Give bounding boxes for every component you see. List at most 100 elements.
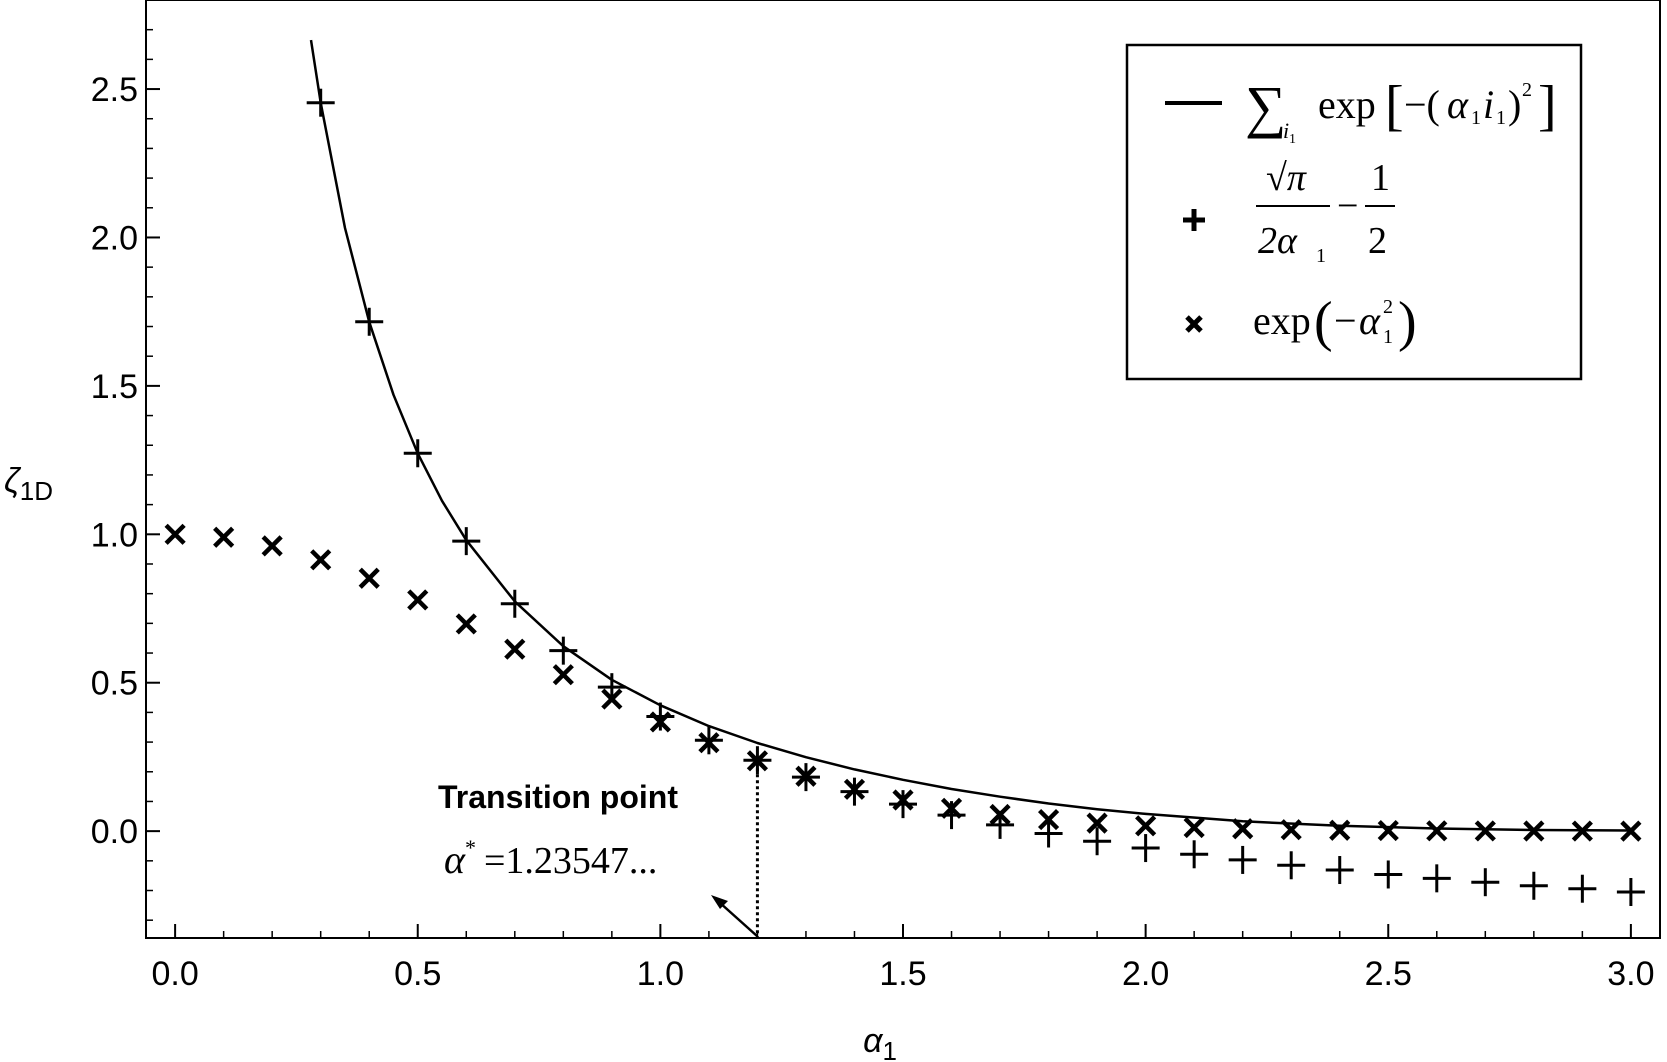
x-axis-ticks: 0.0 0.5 1.0 1.5 2.0 2.5 3.0 — [151, 924, 1655, 993]
plus-point — [1616, 877, 1645, 906]
sum-curve — [309, 39, 1631, 832]
svg-text:(: ( — [1314, 291, 1333, 353]
plus-point — [403, 439, 432, 468]
cross-point — [1523, 820, 1545, 842]
cross-point — [552, 664, 574, 686]
plus-point — [1422, 864, 1451, 893]
x-tick-label: 0.0 — [151, 955, 198, 993]
plus-point — [1568, 874, 1597, 903]
cross-point — [1183, 816, 1205, 839]
legend: ∑ i 1 exp [ −( α 1 i 1 ) 2 ] √π 2α 1 − 1… — [1125, 43, 1583, 381]
x-tick-label: 1.0 — [637, 955, 684, 993]
legend-entry-exp: exp ( − α 1 2 ) — [1253, 291, 1417, 353]
cross-point — [358, 567, 380, 589]
cross-point — [504, 638, 526, 660]
plus-point — [937, 801, 966, 830]
x-tick-label: 3.0 — [1607, 955, 1654, 993]
cross-point — [1571, 820, 1593, 842]
plus-point — [1374, 860, 1403, 889]
plus-point — [1083, 827, 1112, 856]
plus-point — [646, 702, 675, 731]
plus-point — [500, 589, 529, 618]
legend-cross-mark — [1185, 315, 1203, 333]
y-tick-label: 2.5 — [91, 71, 138, 109]
cross-point — [1620, 820, 1642, 842]
plus-point — [355, 307, 384, 336]
svg-text:1: 1 — [1316, 245, 1326, 267]
svg-text:√π: √π — [1266, 157, 1307, 199]
plus-point — [1180, 840, 1209, 869]
svg-text:−: − — [1337, 185, 1358, 227]
svg-text:∑: ∑ — [1245, 74, 1286, 139]
cross-point — [1232, 818, 1254, 840]
plus-point — [597, 673, 626, 702]
cross-point — [407, 589, 429, 611]
svg-text:1: 1 — [1383, 326, 1393, 348]
cross-point — [310, 549, 332, 571]
y-tick-label: 2.0 — [91, 219, 138, 257]
y-axis-ticks: 0.0 0.5 1.0 1.5 2.0 2.5 — [91, 28, 160, 921]
svg-text:1: 1 — [1471, 107, 1481, 129]
svg-text:1: 1 — [1496, 107, 1506, 129]
cross-point — [1086, 812, 1108, 834]
alpha-star-value: α* =1.23547... — [444, 835, 657, 882]
sum-series — [309, 39, 1631, 832]
svg-text:2α: 2α — [1258, 220, 1298, 262]
cross-point — [1329, 819, 1351, 841]
svg-text:[: [ — [1385, 75, 1404, 137]
cross-point — [1135, 815, 1157, 837]
legend-entry-asymptotic: √π 2α 1 − 1 2 — [1256, 157, 1395, 267]
svg-text:i: i — [1283, 118, 1289, 143]
svg-text:α: α — [1447, 82, 1469, 127]
cross-point — [1280, 819, 1302, 841]
legend-plus-symbol — [1183, 209, 1205, 231]
plus-point — [986, 810, 1015, 839]
plus-point — [1519, 871, 1548, 900]
svg-text:exp: exp — [1253, 298, 1311, 343]
svg-text:): ) — [1398, 291, 1417, 353]
y-tick-label: 1.5 — [91, 368, 138, 406]
legend-entry-sum: ∑ i 1 exp [ −( α 1 i 1 ) 2 ] — [1245, 74, 1557, 147]
cross-point — [261, 535, 283, 557]
legend-plus-mark — [1183, 209, 1205, 231]
plus-point — [1277, 851, 1306, 880]
plus-point — [1228, 845, 1257, 874]
x-tick-label: 2.0 — [1122, 955, 1169, 993]
x-tick-label: 0.5 — [394, 955, 441, 993]
svg-text:2: 2 — [1522, 79, 1532, 101]
y-tick-label: 0.0 — [91, 813, 138, 851]
cross-point — [455, 613, 477, 635]
legend-cross-symbol — [1185, 315, 1203, 333]
plus-point — [791, 763, 820, 792]
cross-point — [1377, 819, 1399, 842]
svg-text:2: 2 — [1383, 296, 1393, 318]
svg-text:1: 1 — [1371, 157, 1390, 199]
plus-point — [1471, 868, 1500, 897]
svg-text:): ) — [1508, 82, 1521, 127]
cross-point — [1426, 820, 1448, 842]
legend-box — [1125, 43, 1583, 381]
x-axis-label: α1 — [863, 1022, 897, 1062]
svg-text:−(: −( — [1404, 82, 1440, 127]
plus-point — [1034, 819, 1063, 848]
y-axis-label: ζ1D — [4, 462, 53, 506]
cross-point — [213, 526, 235, 548]
plus-point — [452, 527, 481, 556]
svg-text:]: ] — [1538, 75, 1557, 137]
y-tick-label: 0.5 — [91, 665, 138, 703]
plus-point — [694, 726, 723, 755]
x-tick-label: 1.5 — [879, 955, 926, 993]
svg-text:2: 2 — [1368, 220, 1387, 262]
svg-text:i: i — [1483, 82, 1494, 127]
annotation-arrow — [711, 895, 758, 937]
plus-point — [889, 790, 917, 819]
x-tick-label: 2.5 — [1365, 955, 1412, 993]
cross-point — [1474, 820, 1496, 842]
svg-text:α: α — [1359, 298, 1381, 343]
plus-point — [549, 636, 578, 665]
plus-point — [840, 777, 869, 806]
plus-point — [1131, 834, 1160, 863]
cross-point — [164, 523, 186, 545]
transition-point-label: Transition point — [438, 779, 678, 815]
